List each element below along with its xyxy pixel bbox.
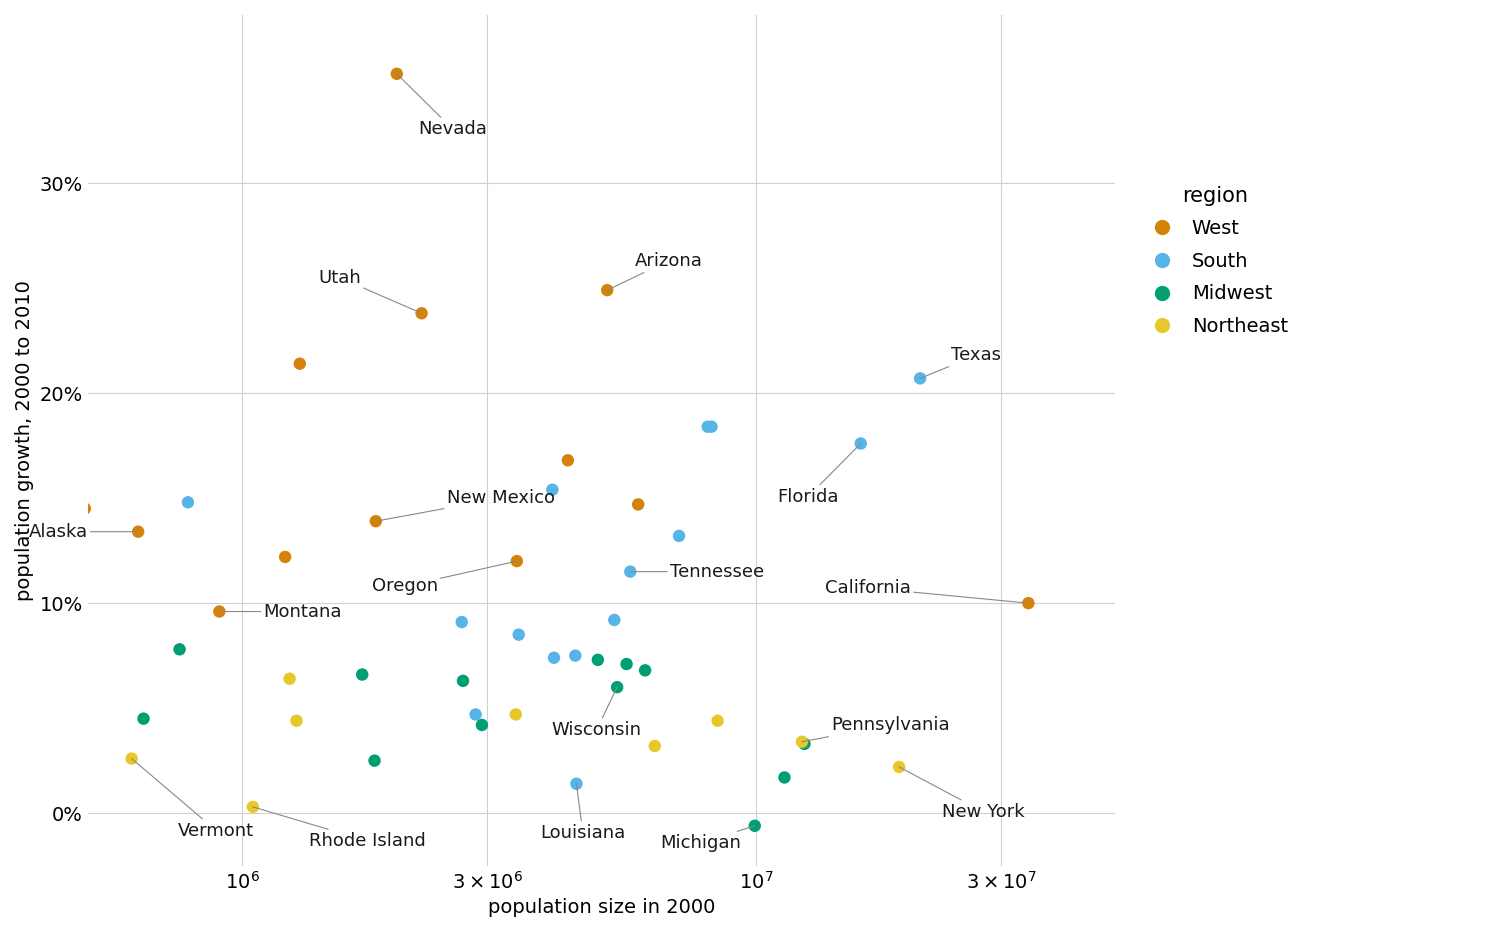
Point	[742, 818, 766, 833]
Point	[585, 652, 609, 667]
Text: New York: New York	[899, 767, 1024, 821]
Point	[556, 453, 581, 468]
Point	[633, 663, 657, 678]
Point	[540, 482, 564, 497]
Text: Texas: Texas	[920, 347, 1001, 378]
Point	[504, 707, 528, 722]
Point	[72, 501, 97, 516]
Point	[505, 554, 529, 569]
Point	[167, 642, 192, 657]
Point	[119, 751, 143, 766]
Text: Wisconsin: Wisconsin	[552, 687, 642, 739]
Point	[642, 738, 667, 753]
Point	[564, 648, 588, 663]
Point	[470, 718, 495, 733]
Point	[908, 371, 932, 386]
Point	[618, 564, 642, 579]
Text: Alaska: Alaska	[29, 523, 139, 541]
Point	[127, 525, 151, 540]
Text: Pennsylvania: Pennsylvania	[802, 716, 950, 742]
Y-axis label: population growth, 2000 to 2010: population growth, 2000 to 2010	[15, 280, 35, 601]
Point	[541, 651, 566, 665]
Point	[700, 419, 724, 434]
Text: Nevada: Nevada	[397, 74, 487, 138]
Point	[285, 713, 309, 728]
Point	[277, 671, 302, 686]
Point	[602, 612, 626, 627]
Point	[792, 736, 816, 751]
Text: Vermont: Vermont	[131, 759, 255, 840]
Point	[350, 667, 374, 682]
Point	[772, 770, 796, 785]
Point	[176, 495, 201, 510]
Text: Arizona: Arizona	[608, 252, 703, 290]
Text: Rhode Island: Rhode Island	[253, 807, 427, 850]
Point	[131, 711, 155, 726]
Point	[887, 760, 911, 774]
Point	[706, 713, 730, 728]
Text: Louisiana: Louisiana	[540, 784, 626, 842]
Point	[626, 497, 650, 512]
Text: Michigan: Michigan	[661, 826, 754, 852]
Point	[667, 528, 691, 543]
Point	[614, 656, 638, 671]
Text: California: California	[825, 579, 1028, 603]
Text: Tennessee: Tennessee	[630, 563, 765, 581]
Point	[451, 674, 475, 689]
Point	[449, 614, 474, 629]
Text: Florida: Florida	[778, 444, 861, 505]
Point	[363, 514, 388, 528]
Text: Utah: Utah	[318, 268, 422, 313]
Point	[849, 436, 873, 451]
Point	[790, 734, 814, 749]
Legend: West, South, Midwest, Northeast: West, South, Midwest, Northeast	[1136, 178, 1295, 344]
Point	[207, 604, 231, 619]
X-axis label: population size in 2000: population size in 2000	[487, 898, 715, 917]
Point	[1016, 596, 1041, 610]
Text: New Mexico: New Mexico	[375, 489, 555, 521]
Point	[507, 627, 531, 642]
Point	[695, 419, 719, 434]
Point	[596, 282, 620, 297]
Point	[385, 66, 409, 81]
Text: Oregon: Oregon	[371, 561, 517, 596]
Point	[241, 800, 265, 815]
Text: Montana: Montana	[219, 602, 342, 621]
Point	[564, 776, 588, 791]
Point	[362, 753, 386, 768]
Point	[463, 707, 487, 722]
Point	[288, 356, 312, 371]
Point	[410, 306, 434, 321]
Point	[605, 679, 629, 694]
Point	[273, 550, 297, 565]
